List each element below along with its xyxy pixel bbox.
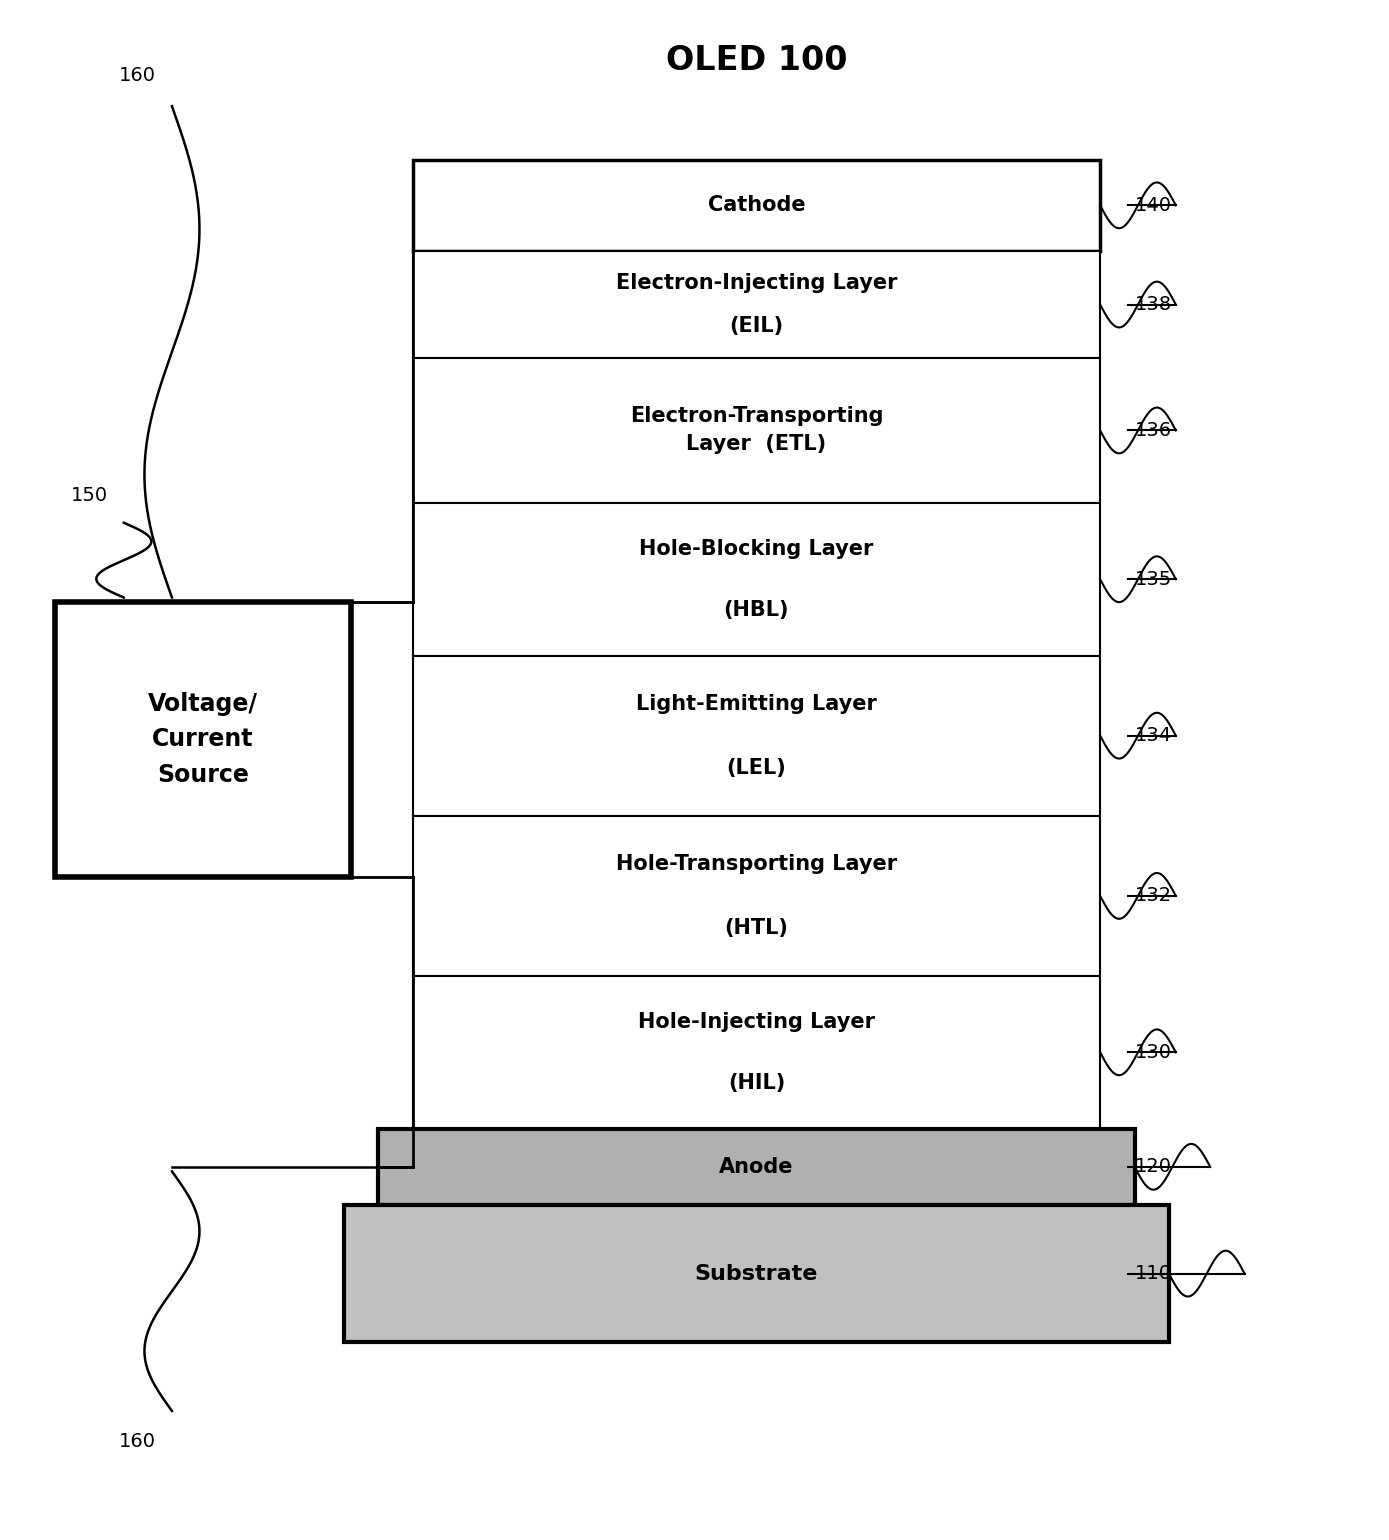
Text: Voltage/
Current
Source: Voltage/ Current Source (147, 691, 258, 787)
Text: 130: 130 (1135, 1043, 1171, 1063)
Text: 160: 160 (119, 66, 156, 85)
Text: 140: 140 (1135, 196, 1171, 216)
Bar (413, 251, 1100, 357)
Bar (413, 160, 1100, 251)
Text: (HIL): (HIL) (728, 1073, 785, 1093)
Text: (HTL): (HTL) (725, 918, 789, 938)
Text: 160: 160 (119, 1432, 156, 1451)
Bar (344, 1204, 1170, 1343)
Text: Hole-Transporting Layer: Hole-Transporting Layer (615, 853, 897, 873)
Text: 150: 150 (71, 485, 108, 505)
Bar (413, 357, 1100, 504)
Bar (413, 976, 1100, 1129)
Text: 138: 138 (1135, 296, 1172, 314)
Text: (HBL): (HBL) (724, 599, 789, 619)
Text: Cathode: Cathode (707, 196, 806, 216)
Text: OLED 100: OLED 100 (665, 43, 847, 77)
Text: 135: 135 (1135, 570, 1172, 588)
Text: Hole-Blocking Layer: Hole-Blocking Layer (639, 539, 874, 559)
Text: (EIL): (EIL) (729, 316, 783, 336)
Text: 136: 136 (1135, 420, 1172, 440)
Text: Electron-Transporting
Layer  (ETL): Electron-Transporting Layer (ETL) (629, 407, 883, 454)
Text: 120: 120 (1135, 1157, 1171, 1177)
Text: Anode: Anode (720, 1157, 793, 1177)
Text: Substrate: Substrate (694, 1264, 818, 1284)
Text: Electron-Injecting Layer: Electron-Injecting Layer (615, 273, 897, 293)
Text: Hole-Injecting Layer: Hole-Injecting Layer (638, 1012, 875, 1032)
Bar (413, 656, 1100, 816)
Bar (56, 602, 350, 876)
Text: 132: 132 (1135, 887, 1172, 906)
Text: (LEL): (LEL) (726, 758, 786, 778)
Bar (413, 504, 1100, 656)
Bar (413, 816, 1100, 976)
Text: 110: 110 (1135, 1264, 1171, 1283)
Text: 134: 134 (1135, 727, 1172, 745)
Bar (378, 1129, 1135, 1204)
Text: Light-Emitting Layer: Light-Emitting Layer (636, 693, 876, 713)
